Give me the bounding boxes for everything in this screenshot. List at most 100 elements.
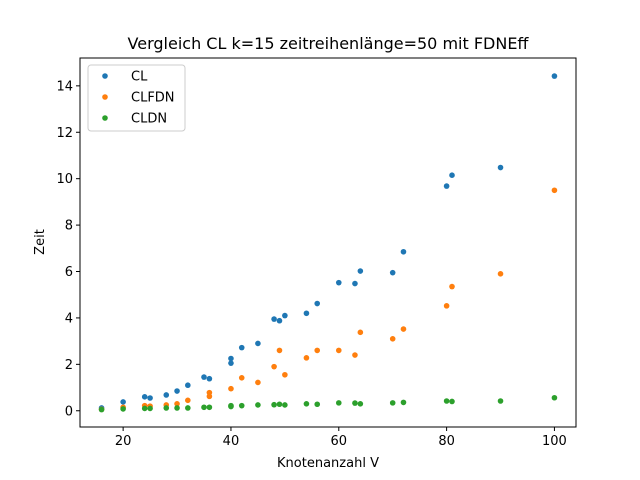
data-point bbox=[389, 400, 396, 406]
data-point bbox=[497, 398, 504, 404]
y-tick-label: 14 bbox=[56, 79, 73, 94]
data-point bbox=[357, 400, 364, 407]
x-tick-label: 20 bbox=[115, 434, 132, 449]
data-point bbox=[201, 404, 207, 411]
legend-label: CL bbox=[131, 70, 148, 85]
data-point bbox=[314, 401, 321, 408]
data-point bbox=[551, 73, 558, 79]
data-point bbox=[303, 400, 310, 407]
data-point bbox=[282, 402, 288, 408]
y-tick-label: 2 bbox=[65, 358, 73, 373]
legend-box bbox=[87, 64, 186, 132]
x-tick-label: 80 bbox=[438, 434, 455, 449]
data-point bbox=[228, 402, 234, 409]
series-cl bbox=[98, 73, 558, 411]
data-point bbox=[163, 405, 170, 411]
series-clfdn bbox=[98, 187, 558, 413]
data-point bbox=[174, 400, 180, 407]
data-point bbox=[185, 382, 191, 389]
data-point bbox=[276, 401, 283, 408]
data-point bbox=[174, 405, 180, 411]
x-tick-label: 40 bbox=[223, 434, 240, 449]
data-point bbox=[271, 363, 277, 370]
data-point bbox=[335, 279, 342, 286]
data-point bbox=[352, 400, 358, 406]
data-point bbox=[551, 394, 558, 401]
data-point bbox=[449, 398, 455, 405]
data-point bbox=[443, 303, 450, 309]
data-point bbox=[141, 394, 148, 400]
data-point bbox=[497, 164, 504, 171]
data-point bbox=[276, 347, 283, 354]
data-point bbox=[314, 300, 321, 307]
data-point bbox=[271, 316, 277, 322]
y-tick-label: 0 bbox=[65, 404, 73, 419]
data-point bbox=[255, 402, 261, 408]
data-point bbox=[98, 406, 105, 413]
data-point bbox=[228, 355, 234, 362]
data-point bbox=[352, 280, 358, 287]
y-axis: 0 2 4 6 8 10 12 14 bbox=[56, 79, 80, 419]
data-point bbox=[400, 326, 407, 332]
data-point bbox=[206, 375, 213, 382]
data-point bbox=[335, 347, 342, 354]
data-point bbox=[443, 398, 450, 404]
data-point bbox=[120, 399, 126, 405]
data-point bbox=[185, 405, 191, 411]
x-axis: 20 40 60 80 100 bbox=[115, 427, 567, 449]
y-tick-label: 6 bbox=[65, 265, 73, 280]
data-point bbox=[120, 406, 126, 412]
data-point bbox=[163, 392, 170, 398]
data-point bbox=[174, 388, 180, 394]
data-point bbox=[551, 187, 558, 194]
legend: CL CLFDN CLDN bbox=[87, 64, 186, 132]
x-axis-label: Knotenanzahl V bbox=[277, 456, 379, 471]
data-point bbox=[271, 401, 277, 408]
data-point bbox=[389, 269, 396, 276]
plot-area bbox=[98, 73, 558, 413]
data-point bbox=[400, 248, 407, 255]
data-point bbox=[449, 172, 455, 178]
data-point bbox=[314, 347, 321, 354]
y-tick-label: 8 bbox=[65, 219, 73, 234]
data-point bbox=[228, 360, 234, 366]
axes-frame bbox=[79, 57, 577, 428]
x-tick-label: 60 bbox=[331, 434, 348, 449]
data-point bbox=[238, 344, 245, 351]
data-point bbox=[206, 404, 213, 411]
data-point bbox=[147, 395, 153, 401]
data-point bbox=[335, 400, 342, 406]
data-point bbox=[400, 399, 407, 406]
data-point bbox=[276, 317, 283, 324]
y-tick-label: 12 bbox=[56, 126, 73, 141]
data-point bbox=[238, 375, 245, 381]
data-point bbox=[303, 310, 310, 317]
data-point bbox=[201, 374, 207, 380]
data-point bbox=[389, 336, 396, 342]
data-point bbox=[352, 352, 358, 358]
legend-marker bbox=[102, 73, 108, 79]
x-tick-label: 100 bbox=[542, 434, 567, 449]
y-axis-label: Zeit bbox=[33, 229, 48, 255]
data-point bbox=[255, 379, 261, 386]
legend-marker bbox=[102, 115, 108, 121]
chart-title: Vergleich CL k=15 zeitreihenlänge=50 mit… bbox=[128, 34, 530, 53]
data-point bbox=[147, 405, 153, 412]
data-point bbox=[185, 397, 191, 404]
data-point bbox=[357, 329, 364, 336]
y-tick-label: 10 bbox=[56, 172, 73, 187]
data-point bbox=[282, 371, 288, 378]
data-point bbox=[449, 283, 455, 290]
data-point bbox=[228, 385, 234, 392]
data-point bbox=[206, 393, 213, 400]
legend-label: CLFDN bbox=[131, 91, 175, 106]
data-point bbox=[141, 405, 148, 412]
legend-marker bbox=[102, 94, 108, 100]
data-point bbox=[255, 340, 261, 347]
data-point bbox=[357, 268, 364, 274]
data-point bbox=[238, 402, 245, 409]
data-point bbox=[497, 271, 504, 277]
data-point bbox=[443, 183, 450, 189]
data-point bbox=[303, 355, 310, 361]
